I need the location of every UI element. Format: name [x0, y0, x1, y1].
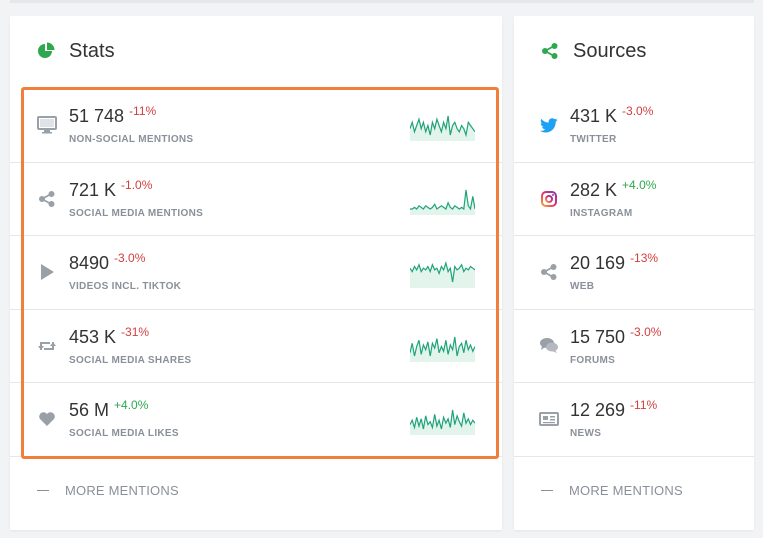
source-label: WEB [570, 281, 595, 292]
sparkline [410, 260, 475, 288]
source-change: -11% [630, 398, 658, 412]
play-icon [37, 262, 57, 282]
source-row-twitter[interactable]: 431 K -3.0% TWITTER [514, 89, 754, 163]
top-divider [10, 0, 754, 3]
stat-label: SOCIAL MEDIA SHARES [69, 354, 192, 366]
stats-card: Stats 51 748 -11% NON-SOCIAL MENTIONS [10, 16, 502, 530]
share-icon [37, 189, 57, 209]
more-sources-button[interactable]: MORE MENTIONS [541, 483, 683, 498]
stats-title: Stats [69, 39, 115, 62]
stats-list: 51 748 -11% NON-SOCIAL MENTIONS 721 K -1.0… [10, 89, 502, 457]
stat-row-non-social[interactable]: 51 748 -11% NON-SOCIAL MENTIONS [10, 89, 502, 163]
sparkline-line [410, 115, 475, 138]
more-mentions-label: MORE MENTIONS [569, 483, 683, 498]
sparkline-line [410, 409, 475, 430]
source-label: INSTAGRAM [570, 207, 633, 219]
sources-title: Sources [573, 39, 647, 62]
sparkline-area [410, 410, 475, 435]
sparkline-line [410, 260, 475, 283]
source-change: -3.0% [630, 324, 662, 339]
minus-icon [37, 490, 49, 491]
more-mentions-button[interactable]: MORE MENTIONS [37, 483, 179, 498]
heart-icon [37, 409, 57, 429]
sources-card: Sources 431 K -3.0% TWITTER [514, 16, 754, 530]
source-value: 15 750 -3.0% [570, 324, 662, 347]
stat-value: 453 K -31% [69, 324, 150, 347]
instagram-icon [539, 189, 559, 209]
stat-label: NON-SOCIAL MENTIONS [69, 134, 194, 145]
stats-header: Stats [10, 16, 502, 86]
stat-label: VIDEOS INCL. TIKTOK [69, 281, 182, 292]
stat-row-likes[interactable]: 56 M +4.0% SOCIAL MEDIA LIKES [10, 383, 502, 457]
stat-change: +4.0% [114, 398, 149, 412]
source-value: 20 169 -13% [570, 251, 659, 273]
stat-label: SOCIAL MEDIA LIKES [69, 428, 179, 439]
share-icon [541, 42, 559, 60]
sources-header: Sources [514, 16, 754, 86]
minus-icon [541, 490, 553, 491]
source-label: TWITTER [570, 134, 617, 145]
source-row-forums[interactable]: 15 750 -3.0% FORUMS [514, 310, 754, 383]
forum-icon [539, 336, 559, 356]
stat-change: -3.0% [114, 251, 146, 265]
source-row-web[interactable]: 20 169 -13% WEB [514, 236, 754, 310]
source-label: NEWS [570, 428, 602, 439]
source-value: 431 K -3.0% [570, 104, 654, 126]
news-icon [539, 409, 559, 429]
retweet-icon [37, 336, 57, 356]
source-value: 12 269 -11% [570, 398, 658, 420]
sources-list: 431 K -3.0% TWITTER 2 [514, 89, 754, 457]
stat-change: -1.0% [121, 177, 153, 192]
share-icon [539, 262, 559, 282]
stat-row-social-mentions[interactable]: 721 K -1.0% SOCIAL MEDIA MENTIONS [10, 163, 502, 236]
source-change: +4.0% [622, 177, 657, 192]
sparkline [410, 336, 475, 362]
stat-change: -31% [121, 324, 150, 339]
stat-row-videos[interactable]: 8490 -3.0% VIDEOS INCL. TIKTOK [10, 236, 502, 310]
stat-change: -11% [129, 104, 157, 118]
sparkline [410, 409, 475, 435]
monitor-icon [37, 115, 57, 135]
source-label: FORUMS [570, 354, 616, 366]
more-mentions-label: MORE MENTIONS [65, 483, 179, 498]
source-change: -13% [630, 251, 659, 265]
pie-chart-icon [37, 42, 55, 60]
sparkline-line [410, 336, 475, 356]
source-change: -3.0% [622, 104, 654, 118]
sparkline [410, 189, 475, 215]
source-row-news[interactable]: 12 269 -11% NEWS [514, 383, 754, 457]
stat-row-shares[interactable]: 453 K -31% SOCIAL MEDIA SHARES [10, 310, 502, 383]
sparkline [410, 115, 475, 141]
stat-value: 56 M +4.0% [69, 398, 149, 420]
stat-label: SOCIAL MEDIA MENTIONS [69, 207, 204, 219]
source-value: 282 K +4.0% [570, 177, 657, 200]
source-row-instagram[interactable]: 282 K +4.0% INSTAGRAM [514, 163, 754, 236]
stat-value: 721 K -1.0% [69, 177, 153, 200]
twitter-icon [539, 115, 559, 135]
sparkline-line [410, 189, 475, 211]
stat-value: 8490 -3.0% [69, 251, 146, 273]
stat-value: 51 748 -11% [69, 104, 157, 126]
